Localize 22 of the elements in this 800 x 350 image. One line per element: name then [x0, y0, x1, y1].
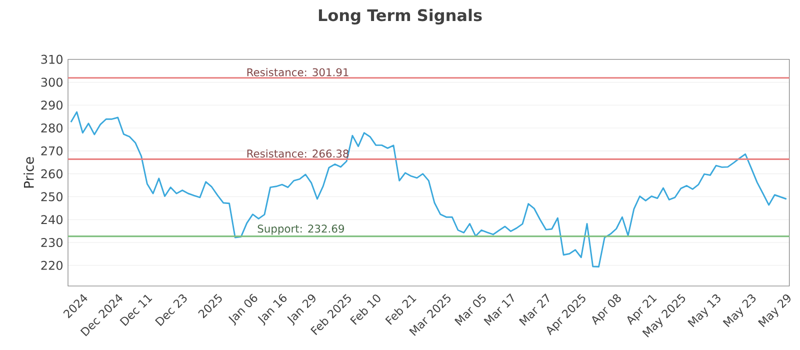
y-axis-title: Price	[24, 157, 34, 188]
x-tick-label: Dec 23	[154, 294, 187, 326]
x-tick-label: Feb 21	[385, 294, 416, 325]
y-tick-label: 310	[41, 54, 62, 64]
y-tick-label: 280	[41, 123, 62, 133]
y-tick-label: 220	[41, 260, 62, 270]
y-tick-label: 290	[41, 100, 62, 110]
x-tick-label: Jan 16	[258, 294, 287, 326]
y-tick-label: 260	[41, 169, 62, 178]
chart-title: Long Term Signals	[318, 8, 482, 24]
x-tick-label: Jan 29	[287, 294, 316, 326]
ref-line-label: Support: 232.69	[258, 224, 344, 235]
y-tick-label: 300	[41, 78, 62, 87]
ref-line-label: Resistance: 301.91	[247, 68, 348, 76]
x-tick-label: Apr 08	[592, 294, 621, 326]
x-tick-label: Feb 10	[350, 294, 380, 325]
x-tick-label: Jan 06	[228, 294, 258, 326]
y-tick-label: 270	[41, 146, 62, 156]
x-tick-label: Mar 27	[518, 293, 550, 326]
y-tick-label: 230	[41, 238, 62, 248]
y-tick-label: 240	[41, 215, 62, 224]
y-tick-label: 250	[41, 192, 62, 202]
